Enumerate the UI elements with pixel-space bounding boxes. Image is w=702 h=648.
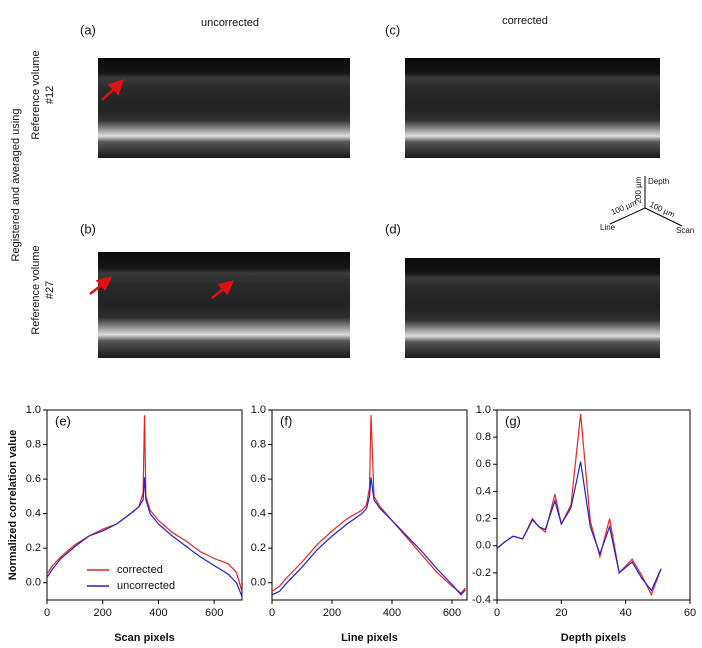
line-series bbox=[46, 415, 243, 592]
y-tick-label: 0.6 bbox=[476, 458, 491, 470]
line-series bbox=[496, 461, 662, 592]
volume-c bbox=[405, 58, 660, 158]
x-tick-label: 200 bbox=[323, 607, 341, 619]
scale-line-len: 100 µm bbox=[610, 198, 639, 217]
line-series bbox=[46, 477, 243, 597]
scale-scan: Scan bbox=[676, 226, 694, 235]
y-tick-label: 0.2 bbox=[476, 512, 491, 524]
y-tick-label: 0.2 bbox=[251, 542, 266, 554]
x-tick-label: 0 bbox=[494, 607, 500, 619]
y-tick-label: 0.8 bbox=[476, 431, 491, 443]
volume-a bbox=[98, 58, 350, 158]
y-tick-label: -0.4 bbox=[472, 594, 491, 606]
y-axis-label: Normalized correlation value bbox=[7, 430, 19, 580]
panel-label: (f) bbox=[280, 413, 292, 428]
y-tick-label: 1.0 bbox=[26, 404, 41, 416]
line-series bbox=[496, 414, 662, 597]
y-tick-label: 0.0 bbox=[476, 540, 491, 552]
y-tick-label: 0.6 bbox=[251, 473, 266, 485]
y-tick-label: -0.2 bbox=[472, 567, 491, 579]
panel-label: (g) bbox=[505, 413, 521, 428]
row-label: #27 bbox=[44, 281, 56, 299]
y-tick-label: 0.0 bbox=[26, 577, 41, 589]
x-tick-label: 400 bbox=[149, 607, 167, 619]
panel-label: (a) bbox=[80, 22, 96, 37]
x-tick-label: 60 bbox=[684, 607, 696, 619]
row-label: #12 bbox=[44, 86, 56, 104]
scale-line: Line bbox=[600, 223, 616, 232]
y-tick-label: 0.8 bbox=[251, 438, 266, 450]
volume-b bbox=[98, 252, 350, 358]
x-axis-label: Depth pixels bbox=[561, 632, 626, 644]
y-tick-label: 0.2 bbox=[26, 542, 41, 554]
scale-bar bbox=[609, 176, 683, 227]
scale-depth: Depth bbox=[648, 177, 669, 186]
panel-label: (b) bbox=[80, 221, 96, 236]
y-tick-label: 0.8 bbox=[26, 438, 41, 450]
panel-label: (e) bbox=[55, 413, 71, 428]
y-tick-label: 0.4 bbox=[476, 485, 491, 497]
volume-d bbox=[405, 258, 660, 358]
plot-frame bbox=[46, 409, 243, 601]
panel-label: (c) bbox=[385, 22, 400, 37]
column-title: corrected bbox=[502, 15, 548, 27]
column-title: uncorrected bbox=[201, 17, 259, 29]
x-tick-label: 200 bbox=[94, 607, 112, 619]
row-group-label: Registered and averaged using bbox=[10, 109, 22, 262]
y-tick-label: 0.4 bbox=[26, 508, 41, 520]
plot-frame bbox=[496, 409, 691, 601]
row-label: Reference volume bbox=[30, 50, 42, 139]
legend-label: corrected bbox=[117, 564, 163, 576]
x-tick-label: 20 bbox=[555, 607, 567, 619]
panel-label: (d) bbox=[385, 221, 401, 236]
line-series bbox=[271, 477, 466, 596]
y-tick-label: 0.6 bbox=[26, 473, 41, 485]
x-tick-label: 600 bbox=[205, 607, 223, 619]
y-tick-label: 0.4 bbox=[251, 508, 266, 520]
x-tick-label: 40 bbox=[620, 607, 632, 619]
plot-frame bbox=[271, 409, 468, 601]
x-tick-label: 0 bbox=[269, 607, 275, 619]
scale-depth-len: 200 µm bbox=[634, 176, 643, 203]
y-tick-label: 0.0 bbox=[251, 577, 266, 589]
x-axis-label: Scan pixels bbox=[114, 632, 175, 644]
arrows bbox=[89, 79, 235, 299]
line-series bbox=[271, 415, 466, 594]
x-tick-label: 400 bbox=[383, 607, 401, 619]
x-tick-label: 600 bbox=[443, 607, 461, 619]
row-label: Reference volume bbox=[30, 245, 42, 334]
y-tick-label: 1.0 bbox=[251, 404, 266, 416]
x-axis-label: Line pixels bbox=[341, 632, 398, 644]
legend-label: uncorrected bbox=[117, 580, 175, 592]
y-tick-label: 1.0 bbox=[476, 404, 491, 416]
x-tick-label: 0 bbox=[44, 607, 50, 619]
